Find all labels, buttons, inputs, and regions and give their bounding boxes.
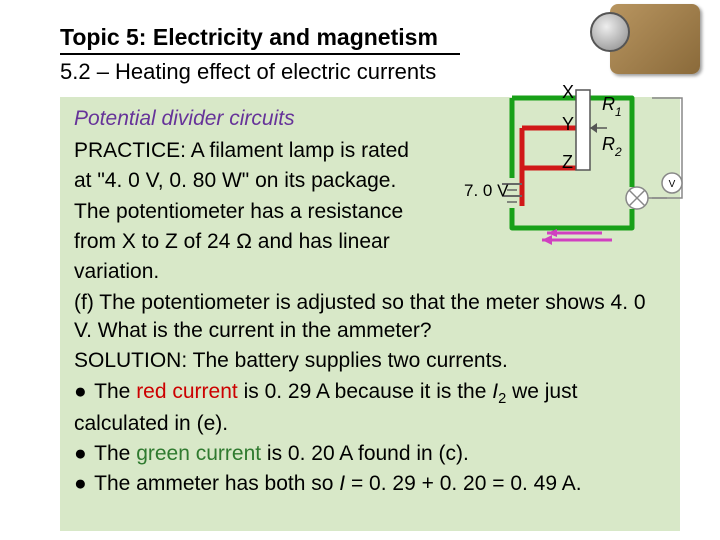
label-y: Y bbox=[562, 114, 574, 134]
t: is 0. 20 A found in (c). bbox=[261, 442, 469, 465]
t: = 0. 29 + 0. 20 = 0. 49 A. bbox=[351, 472, 582, 495]
label-x: X bbox=[562, 82, 574, 102]
practice-line5: variation. bbox=[74, 258, 666, 286]
i-var: I bbox=[339, 472, 351, 495]
t: The ammeter has both so bbox=[94, 472, 339, 495]
bullet-1: The red current is 0. 29 A because it is… bbox=[74, 378, 666, 438]
potentiometer-photo bbox=[610, 4, 700, 74]
label-r2: R2 bbox=[602, 134, 622, 159]
t: The bbox=[94, 380, 136, 403]
t: is 0. 29 A because it is the bbox=[238, 380, 493, 403]
bullet-2: The green current is 0. 20 A found in (c… bbox=[74, 440, 666, 468]
title-wrap: Topic 5: Electricity and magnetism bbox=[60, 24, 460, 55]
red-current: red current bbox=[136, 380, 238, 403]
green-current: green current bbox=[136, 442, 261, 465]
page-title: Topic 5: Electricity and magnetism bbox=[60, 24, 460, 51]
slide: Topic 5: Electricity and magnetism 5.2 –… bbox=[0, 0, 720, 540]
circuit-diagram: V 7. 0 V bbox=[442, 68, 692, 258]
voltmeter-label: V bbox=[669, 179, 676, 190]
knob-icon bbox=[590, 12, 630, 52]
label-z: Z bbox=[562, 152, 573, 172]
question: (f) The potentiometer is adjusted so tha… bbox=[74, 289, 666, 346]
solution-label: SOLUTION: The battery supplies two curre… bbox=[74, 347, 666, 375]
battery-voltage: 7. 0 V bbox=[464, 181, 509, 200]
t: The bbox=[94, 442, 136, 465]
bullet-3: The ammeter has both so I = 0. 29 + 0. 2… bbox=[74, 470, 666, 498]
